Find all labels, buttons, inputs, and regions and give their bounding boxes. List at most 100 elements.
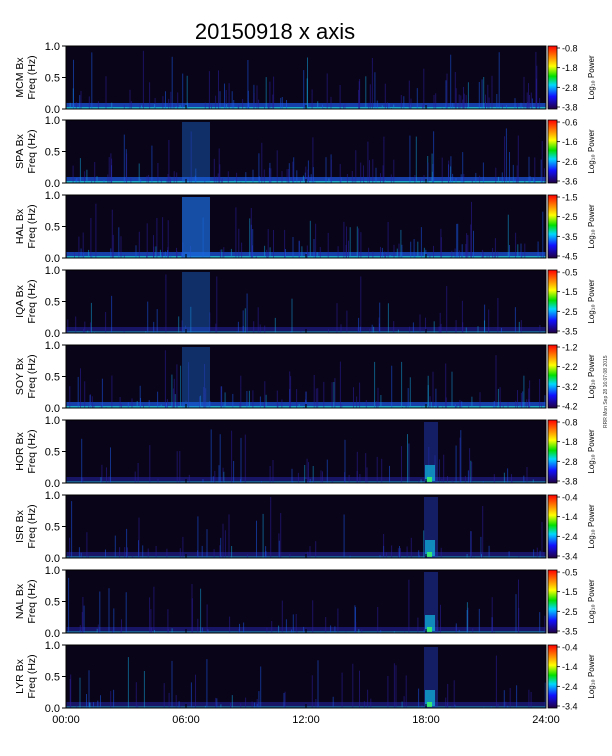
spectrogram-streak: [302, 175, 304, 183]
spectrogram-streak: [348, 240, 349, 258]
y-tick-label: 1.0: [45, 340, 60, 352]
spectrogram-streak: [481, 249, 483, 258]
colorbar-scale: [547, 194, 558, 259]
spectrogram-streak: [98, 629, 100, 633]
spectrogram-streak: [359, 326, 361, 333]
spectrogram-streak: [108, 157, 110, 183]
spectrogram-streak: [298, 241, 300, 258]
spectrogram-streak: [458, 94, 460, 109]
spectrogram-streak: [482, 506, 484, 558]
spectrogram-streak: [454, 72, 456, 109]
colorbar-tick-label: -4.2: [562, 402, 578, 412]
spectrogram-streak: [537, 241, 539, 258]
spectrogram-streak: [171, 374, 173, 408]
spectrogram-streak: [244, 308, 246, 333]
y-tick-label: 0.5: [45, 597, 60, 609]
spectrogram-streak: [401, 446, 402, 483]
colorbar-scale: [547, 494, 558, 559]
spectrogram-streak: [516, 178, 518, 183]
spectrogram-streak: [511, 481, 513, 483]
spectrogram-streak: [481, 554, 482, 558]
spectrogram-streak: [528, 689, 530, 708]
spectrogram-streak: [416, 88, 418, 109]
spectrogram-streak: [75, 316, 77, 333]
spectrogram-streak: [242, 310, 244, 333]
spectrogram-streak: [176, 251, 178, 258]
spectrogram-streak: [387, 676, 389, 708]
spectrogram-streak: [332, 696, 334, 708]
spectrogram-streak: [503, 472, 505, 483]
spectrogram-streak: [482, 162, 484, 183]
colorbar-tick-label: -1.4: [562, 512, 578, 522]
spectrogram-streak: [482, 251, 484, 258]
spectrogram-streak: [359, 474, 361, 483]
spectrogram-streak: [137, 705, 139, 708]
spectrogram-streak: [360, 162, 362, 183]
spectrogram-streak: [428, 446, 430, 483]
spectrogram-streak: [523, 375, 525, 408]
colorbar-tick-label: -1.8: [562, 437, 578, 447]
spectrogram-streak: [254, 702, 255, 708]
spectrogram-streak: [76, 705, 78, 708]
spectrogram-streak: [229, 616, 231, 633]
spectrogram-streak: [211, 104, 212, 109]
spectrogram-streak: [409, 377, 411, 408]
spectrogram-streak: [273, 76, 275, 109]
spectrogram-streak: [222, 467, 224, 483]
spectrogram-streak: [170, 178, 172, 183]
spectrogram-streak: [231, 546, 233, 558]
spectrogram-streak: [473, 230, 474, 258]
spectrogram-streak: [400, 548, 401, 558]
spectrogram-streak: [105, 312, 107, 333]
spectrogram-streak: [164, 251, 166, 258]
spectrogram-streak: [330, 96, 332, 109]
spectrogram-streak: [200, 588, 202, 633]
spectrogram-streak: [425, 317, 426, 333]
spectrogram-streak: [239, 623, 240, 633]
spectrogram-streak: [244, 434, 246, 483]
spectrogram-streak: [226, 256, 228, 258]
spectrogram-streak: [418, 555, 420, 558]
spectrogram-streak: [465, 95, 467, 109]
colorbar-tick-label: -1.2: [562, 343, 578, 353]
spectrogram-streak: [312, 167, 314, 183]
spectrogram-streak: [471, 396, 473, 408]
spectrogram-streak: [100, 695, 101, 708]
y-tick-label: 0.5: [45, 672, 60, 684]
spectrogram-streak: [393, 631, 395, 633]
spectrogram-streak: [251, 701, 253, 708]
spectrogram-streak: [541, 521, 543, 558]
y-tick-label: 0.5: [45, 147, 60, 159]
spectrogram-streak: [507, 705, 509, 708]
spectrogram-streak: [304, 465, 306, 483]
spectrogram-streak: [81, 611, 83, 633]
spectrogram-streak: [355, 607, 356, 633]
spectrogram-streak: [334, 378, 336, 408]
spectrogram-streak: [288, 169, 290, 183]
y-tick-label: 0.5: [45, 522, 60, 534]
spectrogram-streak: [103, 180, 105, 183]
spectrogram-streak: [323, 381, 325, 408]
spectrogram-streak: [343, 514, 345, 558]
colorbar-isr: -0.4 -1.4 -2.4 -3.4 Log₁₀ Power: [547, 493, 596, 562]
spectrogram-streak: [309, 478, 311, 483]
spectrogram-streak: [225, 90, 227, 109]
spectrogram-streak: [456, 403, 458, 408]
spectrogram-streak: [245, 107, 247, 109]
spectrogram-streak: [247, 60, 249, 109]
spectrogram-streak: [490, 706, 492, 708]
spectrogram-streak: [371, 58, 373, 109]
spectrogram-streak: [544, 395, 546, 408]
spectrogram-streak: [465, 244, 467, 258]
spectrogram-streak: [533, 549, 535, 558]
spectrogram-streak: [445, 363, 447, 408]
spectrogram-streak: [341, 404, 343, 408]
spectrogram-streak: [462, 99, 464, 109]
spectrogram-streak: [467, 235, 469, 258]
spectrogram-streak: [96, 628, 98, 633]
spectrogram-streak: [502, 405, 504, 408]
spectrogram-streak: [472, 628, 474, 633]
spectrogram-streak: [358, 317, 360, 333]
spectrogram-streak: [69, 386, 71, 408]
spectrogram-streak: [223, 247, 225, 258]
